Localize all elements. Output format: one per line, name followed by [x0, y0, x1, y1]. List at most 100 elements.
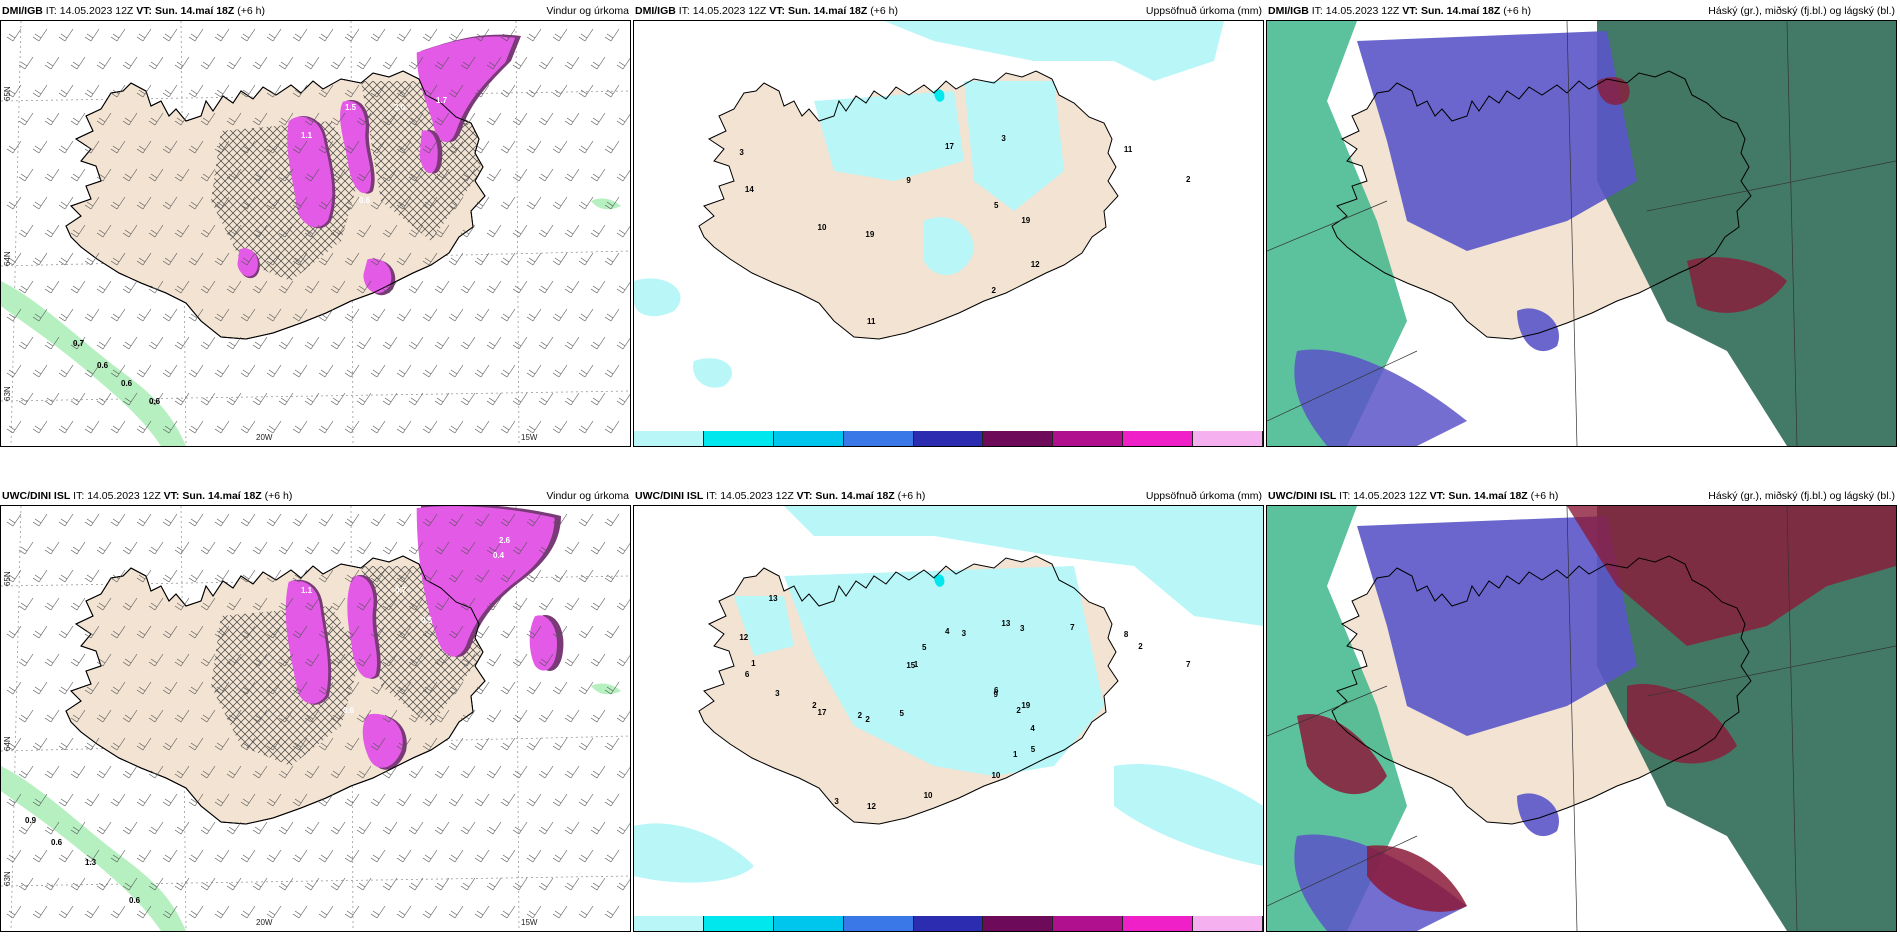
- latitude-label: 64N: [3, 736, 12, 751]
- precip-amount-label: 2: [1138, 641, 1143, 651]
- precip-blob: [347, 575, 378, 679]
- low-cloud: [1687, 257, 1787, 313]
- precip-blob: [363, 258, 392, 294]
- low-cloud: [1597, 77, 1630, 105]
- vt-label: VT:: [796, 490, 813, 502]
- colorbar-swatch: [703, 916, 774, 931]
- longitude-label: 15W: [521, 918, 538, 927]
- map-frame[interactable]: 65N 64N 63N 20W 15W 0.9 0.6 1.3 0.6 2.6 0.4 0.7 0.5 1…: [0, 505, 631, 932]
- precip-amount-label: 3: [1019, 623, 1025, 633]
- precip-blob: [362, 713, 403, 768]
- precip-amount-label: 13: [1001, 618, 1011, 628]
- precip-blob: [285, 580, 329, 704]
- precip-amount-label: 2: [991, 286, 996, 296]
- colorbar-swatch: [913, 916, 984, 931]
- high-cloud: [1597, 21, 1896, 446]
- precip-value-label: 0.6: [51, 838, 63, 847]
- precip-amount-label: 3: [775, 689, 780, 699]
- vt-value: Sun. 14.maí 18Z: [787, 5, 868, 17]
- map-frame[interactable]: 110255075100150200400 5 19 17 12 14 11 11 9 19 10 3…: [633, 20, 1264, 447]
- colorbar-swatch: [634, 916, 704, 931]
- precip-amount-label: 5: [899, 708, 904, 718]
- colorbar-swatch: [843, 916, 914, 931]
- latitude-label: 65N: [3, 571, 12, 586]
- precip-blob: [287, 116, 333, 228]
- precip-value-label: 0.6: [121, 379, 133, 388]
- lead-time: (+6 h): [264, 490, 293, 502]
- precip-amount-label: 10: [923, 790, 933, 800]
- sea-precip: [1114, 764, 1263, 866]
- sea-precip-spot: [591, 683, 621, 695]
- precip-amount-label: 6: [994, 686, 999, 695]
- longitude-label: 20W: [256, 433, 273, 442]
- lead-time: (+6 h): [870, 5, 898, 17]
- precip-value-label: 1.5: [345, 103, 357, 112]
- precip-amount-label: 2: [1016, 706, 1021, 716]
- precip-area: [734, 596, 794, 656]
- latitude-label: 63N: [3, 386, 12, 401]
- panel-header: UWC/DINI ISL IT: 14.05.2023 12Z VT: Sun.…: [0, 485, 631, 505]
- precip-amount-label: 19: [865, 230, 875, 240]
- it-label: IT:: [45, 5, 57, 17]
- precip-amount-label: 4: [945, 627, 950, 637]
- precip-amount-label: 1: [1013, 750, 1018, 760]
- precip-amount-label: 8: [1123, 629, 1129, 639]
- lead-time: (+6 h): [237, 5, 265, 17]
- model-name: UWC/DINI ISL: [2, 490, 71, 502]
- precip-amount-label: 3: [961, 628, 967, 638]
- lead-time: (+6 h): [1530, 490, 1559, 502]
- wind-map: [1, 21, 630, 446]
- wind-map: [1, 506, 630, 931]
- mid-cloud: [1357, 516, 1637, 736]
- precip-peak: [934, 89, 945, 102]
- map-frame[interactable]: [1266, 505, 1897, 932]
- precip-amount-label: 12: [1030, 259, 1040, 269]
- colorbar-swatch: [983, 431, 1054, 446]
- sea-precip: [693, 358, 733, 388]
- low-cloud: [1367, 845, 1467, 912]
- precip-value-label: 1.7: [436, 96, 448, 105]
- it-label: IT:: [73, 490, 85, 502]
- sea-precip-spot: [591, 198, 621, 210]
- precip-blob: [340, 100, 372, 194]
- vt-label: VT:: [769, 5, 786, 17]
- latitude-label: 64N: [3, 251, 12, 266]
- precip-value-label: 0.5: [421, 616, 433, 625]
- model-name: UWC/DINI ISL: [1268, 490, 1337, 502]
- precip-value-label: 0.6: [149, 397, 161, 406]
- product-title: Uppsöfnuð úrkoma (mm): [1145, 5, 1262, 17]
- cloud-map: [1267, 506, 1896, 931]
- vt-label: VT:: [136, 5, 153, 17]
- mid-cloud: [1517, 308, 1559, 352]
- vt-value: Sun. 14.maí 18Z: [1448, 490, 1528, 502]
- model-name: DMI/IGB: [635, 5, 676, 17]
- map-frame[interactable]: 1102550751001502004006245681215191713101…: [633, 505, 1264, 932]
- it-value: 14.05.2023 12Z: [720, 490, 794, 502]
- low-cloud: [1297, 714, 1387, 795]
- precip-area: [814, 91, 964, 181]
- panel-uwc-wind: UWC/DINI ISL IT: 14.05.2023 12Z VT: Sun.…: [0, 485, 631, 932]
- precip-colorbar: 110255075100150200400: [634, 431, 1263, 446]
- precip-amount-label: 3: [834, 797, 839, 807]
- coastline: [65, 70, 486, 340]
- map-frame[interactable]: [1266, 20, 1897, 447]
- precip-amount-label: 5: [994, 201, 999, 210]
- precip-value-label: 0.7: [395, 586, 407, 595]
- panel-uwc-cloud: UWC/DINI ISL IT: 14.05.2023 12Z VT: Sun.…: [1266, 485, 1897, 932]
- precip-amount-label: 1: [751, 658, 756, 668]
- vt-label: VT:: [1429, 490, 1446, 502]
- precip-amount-label: 11: [867, 317, 876, 327]
- sea-precip: [784, 506, 1263, 626]
- precip-amount-label: 3: [739, 148, 744, 158]
- product-title: Vindur og úrkoma: [546, 490, 629, 502]
- product-title: Uppsöfnuð úrkoma (mm): [1145, 490, 1262, 502]
- vt-label: VT:: [163, 490, 180, 502]
- colorbar-swatch: [1123, 916, 1194, 931]
- precip-amount-label: 5: [1030, 744, 1036, 754]
- sea-precip: [884, 21, 1224, 81]
- colorbar-swatch: [773, 431, 844, 446]
- it-label: IT:: [1339, 490, 1351, 502]
- sea-precip: [634, 278, 681, 317]
- panel-dmi-wind: DMI/IGB IT: 14.05.2023 12Z VT: Sun. 14.m…: [0, 0, 631, 447]
- map-frame[interactable]: 65N 64N 63N 20W 15W 0.7 0.6 0.6 0.6 1.7 1.5 2.0 1.1 0…: [0, 20, 631, 447]
